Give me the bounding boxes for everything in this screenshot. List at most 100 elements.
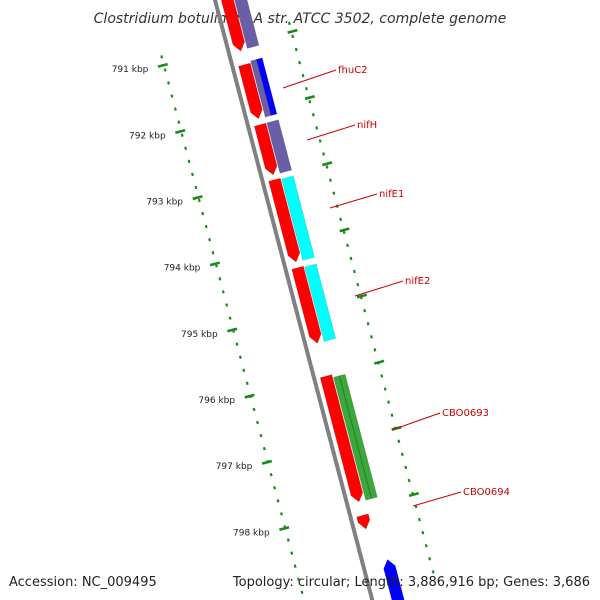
ruler-dot	[160, 55, 164, 59]
feature-arrow-up	[383, 558, 405, 600]
ruler-dot	[293, 564, 297, 568]
genome-summary-text: Topology: circular; Length: 3,886,916 bp…	[232, 575, 590, 590]
gene-label: CBO0693	[442, 408, 489, 419]
tick-mark	[374, 359, 385, 365]
ruler-dot	[286, 538, 290, 542]
gene-label: nifH	[357, 120, 377, 131]
ruler-dot	[294, 47, 298, 52]
cds-arrow-small	[356, 513, 371, 530]
tick-mark	[157, 62, 169, 68]
cds-arrow	[238, 62, 263, 120]
ruler-dot	[424, 544, 428, 548]
ruler-dot	[184, 146, 188, 151]
ruler-dot	[322, 152, 326, 156]
gene-label: fhuC2	[338, 65, 368, 76]
tick-label: 796 kbp	[198, 396, 235, 406]
tick-mark	[227, 327, 238, 333]
genome-backbone	[212, 0, 375, 600]
backbone-layer	[212, 0, 375, 600]
tick-mark	[279, 525, 290, 532]
ruler-dot	[221, 290, 225, 294]
ruler-dot	[332, 191, 336, 195]
ruler-dot	[390, 413, 394, 417]
ruler-dot	[397, 439, 401, 444]
ruler-dot	[325, 165, 329, 169]
ruler-dot	[177, 120, 181, 124]
feature-box	[255, 57, 278, 116]
ruler-dot	[328, 178, 332, 182]
ruler-dot	[305, 86, 308, 91]
ruler-dot	[180, 133, 184, 137]
ruler-dot	[404, 465, 408, 470]
tick-label: 797 kbp	[216, 462, 253, 472]
ruler-dot	[197, 198, 201, 203]
tick-mark	[339, 227, 350, 233]
gene-leader-line	[329, 193, 378, 209]
ruler-dot	[356, 282, 360, 287]
cds-arrow	[220, 0, 246, 52]
ruler-dot	[346, 243, 349, 248]
ruler-dot	[291, 34, 295, 39]
tick-mark	[408, 491, 420, 498]
tick-label: 793 kbp	[146, 198, 183, 208]
gene-label-layer: fhuC2 nifH nifE1 nifE2 CBO0693 CBO0694	[282, 65, 510, 507]
feature-box	[281, 175, 315, 261]
ruler-dot	[191, 172, 194, 177]
ruler-dot	[259, 433, 263, 438]
ruler-dot	[287, 21, 291, 26]
cds-arrow	[319, 374, 364, 503]
ruler-dot	[311, 113, 315, 117]
cds-arrow	[268, 177, 301, 263]
ruler-dot	[349, 256, 353, 261]
ruler-dot	[366, 322, 370, 326]
ruler-dot	[218, 277, 222, 281]
ruler-dot	[297, 577, 301, 581]
ruler-dot	[387, 400, 391, 404]
ruler-dot	[300, 590, 304, 595]
ruler-dot	[228, 316, 232, 320]
gene-leader-line	[282, 69, 337, 89]
ruler-dot	[225, 303, 229, 307]
feature-box	[304, 263, 337, 342]
gene-leader-line	[354, 280, 404, 297]
tick-layer: 791 kbp 792 kbp 793 kbp 794 kbp 795 kbp 796 k…	[112, 21, 435, 595]
tick-mark	[192, 195, 203, 201]
ruler-dot	[400, 452, 404, 457]
ruler-dot	[269, 473, 273, 477]
ruler-dot	[242, 368, 246, 373]
ruler-dot	[256, 420, 259, 425]
ruler-dot	[370, 335, 373, 339]
ruler-dot	[417, 517, 421, 522]
tick-mark	[209, 261, 221, 267]
ruler-dot	[280, 512, 283, 516]
gene-label: CBO0694	[463, 487, 510, 498]
ruler-dot	[315, 126, 319, 130]
feature-box	[266, 119, 293, 174]
ruler-dot	[421, 530, 425, 535]
ruler-dot	[373, 348, 377, 352]
tick-mark	[356, 293, 368, 299]
ruler-dot	[290, 551, 294, 555]
ruler-dot	[173, 107, 177, 111]
tick-label: 795 kbp	[181, 330, 218, 340]
map-title: Clostridium botulinum A str. ATCC 3502, …	[94, 11, 507, 27]
gene-leader-line	[391, 412, 441, 431]
ruler-dot	[431, 570, 435, 574]
ruler-dot	[363, 308, 367, 313]
ruler-dot	[339, 217, 343, 222]
tick-label: 794 kbp	[164, 264, 201, 274]
ruler-dot	[276, 499, 280, 503]
ruler-dot	[308, 100, 312, 104]
feature-layer	[220, 0, 405, 600]
tick-mark	[304, 95, 315, 101]
gene-label: nifE2	[405, 276, 430, 287]
cds-arrow	[291, 265, 322, 344]
tick-mark	[244, 393, 255, 399]
tick-mark	[287, 28, 298, 34]
ruler-dot	[252, 407, 256, 412]
ruler-dot	[383, 387, 387, 391]
tick-label: 791 kbp	[112, 65, 149, 75]
ruler-dot	[298, 60, 302, 65]
tick-mark	[321, 161, 333, 167]
gene-leader-line	[306, 124, 356, 141]
